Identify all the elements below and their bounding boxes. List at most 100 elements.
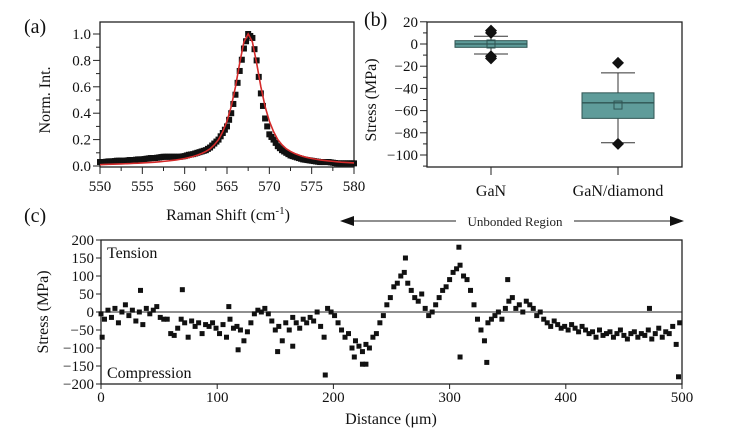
unbonded-region-arrow: Unbonded Region — [340, 214, 684, 229]
data-point — [248, 320, 254, 326]
data-point — [645, 327, 651, 333]
data-point — [359, 361, 365, 367]
data-point — [363, 341, 369, 347]
data-point — [419, 291, 425, 297]
data-point — [394, 280, 400, 286]
panel-a-ylabel: Norm. Int. — [37, 66, 54, 133]
data-point — [346, 331, 352, 337]
data-point — [373, 331, 379, 337]
data-point — [240, 45, 247, 52]
data-point — [332, 313, 338, 319]
data-point — [426, 313, 432, 319]
data-point — [576, 329, 582, 335]
data-point — [384, 302, 390, 308]
data-point — [138, 287, 144, 293]
panel-c-xlabel: Distance (μm) — [345, 411, 437, 428]
category-label: GaN — [476, 183, 507, 200]
data-point — [485, 320, 491, 326]
data-point — [596, 327, 602, 333]
data-point — [443, 284, 449, 290]
data-point — [677, 320, 683, 326]
y-tick-label: 50 — [79, 287, 94, 303]
panel-a-raman-spectrum: 550 555 560 565 570 575 580 0.0 0.2 0.4 0.6 0.8 1.0 — [72, 21, 365, 195]
data-point — [210, 320, 216, 326]
x-tick-label: 500 — [671, 390, 694, 406]
y-tick-label: 0 — [87, 305, 95, 321]
panel-a-xlabel: Raman Shift (cm-1) — [166, 205, 290, 224]
data-point — [468, 287, 474, 293]
data-point — [433, 302, 439, 308]
data-point — [126, 313, 132, 319]
data-point — [227, 316, 233, 322]
y-tick-label: −200 — [63, 377, 94, 393]
data-point — [232, 91, 239, 98]
data-point — [492, 313, 498, 319]
data-point — [387, 295, 393, 301]
x-tick-label: 300 — [438, 390, 461, 406]
data-point — [555, 322, 561, 328]
x-tick-label: 565 — [216, 179, 239, 195]
data-point — [297, 325, 303, 331]
data-point — [499, 316, 505, 322]
data-point — [265, 311, 271, 317]
y-tick-label: 0 — [411, 37, 419, 53]
data-point — [590, 329, 596, 335]
data-point — [251, 311, 257, 317]
data-point — [642, 332, 648, 338]
data-point — [610, 334, 616, 340]
data-point — [234, 79, 241, 86]
data-point — [136, 309, 142, 315]
data-point — [179, 287, 185, 293]
data-point — [614, 331, 620, 337]
data-point — [290, 314, 296, 320]
data-point — [262, 305, 268, 311]
data-point — [185, 334, 191, 340]
mean-marker — [486, 39, 496, 49]
x-tick-label: 555 — [131, 179, 154, 195]
data-point — [203, 322, 209, 328]
data-point — [520, 309, 526, 315]
data-point — [583, 327, 589, 333]
data-point — [307, 314, 313, 320]
data-point — [147, 311, 153, 317]
data-point — [548, 323, 554, 329]
plot-frame — [99, 21, 355, 168]
data-point — [230, 325, 236, 331]
data-point — [471, 302, 477, 308]
data-point — [129, 307, 135, 313]
data-point — [537, 309, 543, 315]
data-point — [366, 345, 372, 351]
data-point — [290, 343, 296, 349]
data-point — [224, 123, 230, 130]
data-point — [230, 100, 237, 107]
data-point — [351, 160, 357, 167]
data-point — [314, 309, 320, 315]
data-point — [408, 287, 414, 293]
y-tick-label: −60 — [395, 104, 418, 120]
category-label: GaN/diamond — [573, 183, 664, 200]
x-tick-label: 100 — [206, 390, 229, 406]
data-point — [530, 305, 536, 311]
data-point — [516, 302, 522, 308]
data-point — [359, 349, 365, 355]
data-point — [447, 277, 453, 283]
data-point — [457, 262, 463, 268]
data-point — [311, 318, 317, 324]
x-tick-label: 400 — [555, 390, 578, 406]
data-point — [450, 269, 456, 275]
data-point — [322, 372, 328, 378]
data-point — [171, 332, 177, 338]
data-point — [401, 269, 407, 275]
data-point — [243, 38, 250, 45]
box — [581, 92, 655, 119]
tension-annotation: Tension — [107, 245, 157, 262]
data-point — [440, 287, 446, 293]
data-point — [283, 320, 289, 326]
data-point — [635, 334, 641, 340]
data-point — [621, 332, 627, 338]
data-point — [502, 305, 508, 311]
data-point — [652, 331, 658, 337]
data-point — [293, 320, 299, 326]
data-point — [429, 309, 435, 315]
plot-frame — [426, 21, 683, 168]
